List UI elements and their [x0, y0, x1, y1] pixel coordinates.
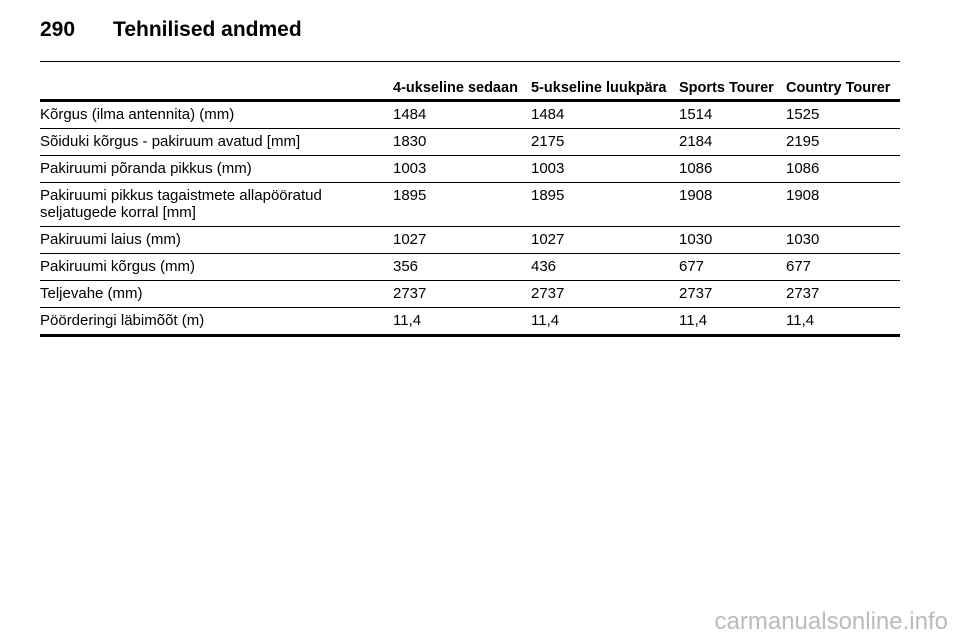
label-cell: Kõrgus (ilma antennita) (mm): [40, 100, 393, 129]
value-cell: 1086: [786, 155, 900, 183]
column-header: 4-ukseline sedaan: [393, 78, 531, 102]
column-header: 5-ukseline luukpära: [531, 78, 679, 102]
row: Sõiduki kõrgus - pakiruum avatud [mm] 183…: [40, 128, 900, 156]
value-cell: 2737: [786, 280, 900, 308]
value-cell: 1514: [679, 100, 786, 129]
row: Pakiruumi kõrgus (mm) 356 436 677 677: [40, 253, 900, 281]
label-cell: Pakiruumi pikkus tagaistmete allapööratu…: [40, 182, 393, 227]
value-cell: 2737: [531, 280, 679, 308]
row: Pakiruumi laius (mm) 1027 1027 1030 1030: [40, 226, 900, 254]
value-cell: 2737: [393, 280, 531, 308]
row: Teljevahe (mm) 2737 2737 2737 2737: [40, 280, 900, 308]
row: Pakiruumi põranda pikkus (mm) 1003 1003 108…: [40, 155, 900, 183]
label-cell: Sõiduki kõrgus - pakiruum avatud [mm]: [40, 128, 393, 156]
value-cell: 1895: [393, 182, 531, 227]
value-cell: 1003: [531, 155, 679, 183]
value-cell: 11,4: [786, 307, 900, 337]
value-cell: 1484: [531, 100, 679, 129]
value-cell: 11,4: [679, 307, 786, 337]
value-cell: 1003: [393, 155, 531, 183]
value-cell: 1086: [679, 155, 786, 183]
value-cell: 1484: [393, 100, 531, 129]
column-header: Sports Tourer: [679, 78, 786, 102]
corner: [40, 78, 393, 102]
header: 290 Tehnilised andmed: [40, 18, 340, 42]
value-cell: 2195: [786, 128, 900, 156]
title: Tehnilised andmed: [113, 18, 302, 41]
page-number: 290: [40, 18, 76, 41]
label-cell: Pakiruumi laius (mm): [40, 226, 393, 254]
value-cell: 436: [531, 253, 679, 281]
value-cell: 2184: [679, 128, 786, 156]
row: Kõrgus (ilma antennita) (mm) 1484 1484 1514…: [40, 100, 900, 129]
value-cell: 1030: [786, 226, 900, 254]
label-cell: Pöörderingi läbimõõt (m): [40, 307, 393, 337]
spec-table: 4-ukseline sedaan 5-ukseline luukpära Spor…: [40, 78, 900, 337]
value-cell: 677: [786, 253, 900, 281]
label-cell: Pakiruumi põranda pikkus (mm): [40, 155, 393, 183]
header-row: 4-ukseline sedaan 5-ukseline luukpära Spor…: [40, 78, 900, 102]
watermark: carmanualsonline.info: [714, 608, 948, 635]
column-header: Country Tourer: [786, 78, 900, 102]
value-cell: 1027: [531, 226, 679, 254]
rule: [40, 61, 900, 62]
value-cell: 2175: [531, 128, 679, 156]
row: Pakiruumi pikkus tagaistmete allapööratu…: [40, 182, 900, 227]
value-cell: 2737: [679, 280, 786, 308]
value-cell: 1030: [679, 226, 786, 254]
value-cell: 356: [393, 253, 531, 281]
value-cell: 11,4: [531, 307, 679, 337]
value-cell: 11,4: [393, 307, 531, 337]
value-cell: 1895: [531, 182, 679, 227]
value-cell: 1027: [393, 226, 531, 254]
value-cell: 1525: [786, 100, 900, 129]
value-cell: 1908: [786, 182, 900, 227]
row: Pöörderingi läbimõõt (m) 11,4 11,4 11,4 11,4: [40, 307, 900, 337]
value-cell: 1830: [393, 128, 531, 156]
label-cell: Teljevahe (mm): [40, 280, 393, 308]
value-cell: 1908: [679, 182, 786, 227]
value-cell: 677: [679, 253, 786, 281]
label-cell: Pakiruumi kõrgus (mm): [40, 253, 393, 281]
